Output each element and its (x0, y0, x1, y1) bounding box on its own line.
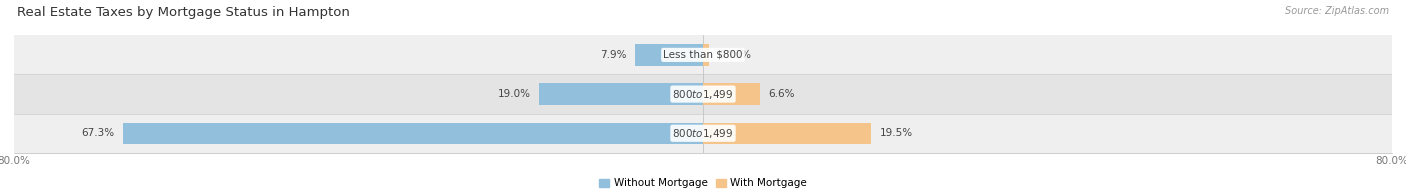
Text: 19.0%: 19.0% (498, 89, 531, 99)
Bar (636, 44, 703, 66)
Text: 7.9%: 7.9% (600, 50, 626, 60)
Text: 19.5%: 19.5% (880, 128, 912, 138)
Bar (540, 83, 703, 105)
Bar (703, 122, 870, 144)
Text: Less than $800: Less than $800 (664, 50, 742, 60)
Legend: Without Mortgage, With Mortgage: Without Mortgage, With Mortgage (595, 174, 811, 192)
Bar (14, 114, 1392, 153)
Text: 6.6%: 6.6% (769, 89, 794, 99)
Text: Real Estate Taxes by Mortgage Status in Hampton: Real Estate Taxes by Mortgage Status in … (17, 6, 350, 19)
Text: 67.3%: 67.3% (82, 128, 115, 138)
Text: 0.73%: 0.73% (718, 50, 751, 60)
Text: $800 to $1,499: $800 to $1,499 (672, 127, 734, 140)
Text: Source: ZipAtlas.com: Source: ZipAtlas.com (1285, 6, 1389, 16)
Text: $800 to $1,499: $800 to $1,499 (672, 88, 734, 101)
Bar (14, 35, 1392, 74)
Bar (124, 122, 703, 144)
Bar (14, 74, 1392, 114)
Bar (703, 44, 709, 66)
Bar (703, 83, 759, 105)
